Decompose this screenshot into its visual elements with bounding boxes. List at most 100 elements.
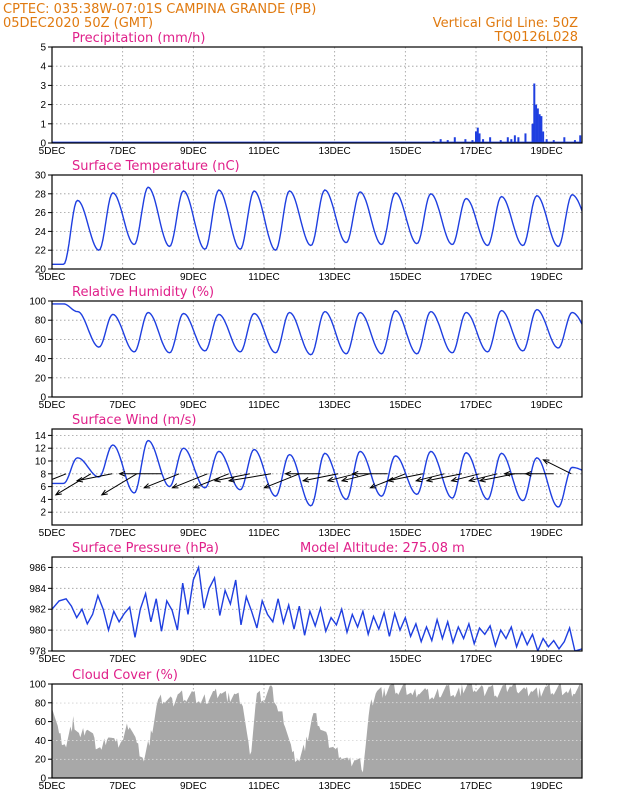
cloud-frame: [51, 683, 583, 779]
pressure-annotation: Model Altitude: 275.08 m: [300, 541, 465, 556]
wind-arrow: [75, 473, 113, 483]
pressure-frame: [51, 556, 583, 652]
header-grid-note: Vertical Grid Line: 50Z: [433, 16, 578, 31]
precip-bar: [482, 139, 485, 143]
cloud-data: [52, 684, 582, 778]
precip-bar: [579, 135, 582, 143]
cloud-ytick-label: 40: [35, 736, 47, 747]
wind-arrow: [542, 459, 572, 475]
pressure-title: Surface Pressure (hPa): [72, 541, 219, 556]
pressure-ytick-label: 980: [29, 626, 46, 637]
precipitation-xtick-label: 9DEC: [180, 146, 207, 157]
humidity-xtick-label: 9DEC: [180, 400, 207, 411]
pressure-ytick-label: 978: [29, 647, 46, 658]
cloud-xtick-label: 7DEC: [109, 781, 136, 792]
wind-arrow: [467, 473, 498, 483]
wind-xtick-label: 17DEC: [460, 528, 492, 539]
temperature-xtick-label: 15DEC: [389, 272, 421, 283]
wind-data: [52, 439, 582, 508]
wind-arrow: [100, 473, 138, 496]
precip-bar: [535, 104, 538, 143]
humidity-xtick-label: 7DEC: [109, 400, 136, 411]
cloud-xtick-label: 9DEC: [180, 781, 207, 792]
wind-arrow: [171, 473, 208, 489]
temperature-ytick-label: 26: [35, 208, 47, 219]
wind-arrow: [54, 473, 92, 496]
temperature-xtick-label: 19DEC: [531, 272, 563, 283]
wind-xtick-label: 7DEC: [109, 528, 136, 539]
temperature-xtick-label: 5DEC: [39, 272, 66, 283]
precip-bar: [540, 116, 543, 143]
precip-bar: [464, 139, 467, 143]
precip-bar: [446, 140, 449, 143]
pressure-xtick-label: 9DEC: [180, 654, 207, 665]
precipitation-ytick-label: 3: [40, 81, 46, 92]
pressure-ytick-label: 986: [29, 563, 46, 574]
cloud-xtick-label: 15DEC: [389, 781, 421, 792]
precip-bar: [476, 127, 479, 143]
precipitation-title: Precipitation (mm/h): [72, 31, 205, 46]
cloud-ytick-label: 100: [29, 680, 46, 691]
wind-arrow: [118, 471, 162, 477]
precipitation-xtick-label: 13DEC: [319, 146, 351, 157]
wind-arrow: [227, 473, 272, 483]
wind-arrow: [52, 473, 67, 480]
temperature-series-line: [52, 186, 582, 265]
temperature-title: Surface Temperature (nC): [72, 159, 240, 174]
pressure-panel: Surface Pressure (hPa) Model Altitude: 27…: [29, 541, 583, 665]
precip-bar: [536, 108, 539, 143]
humidity-data: [52, 303, 582, 356]
temperature-ytick-label: 28: [35, 189, 47, 200]
humidity-xtick-label: 19DEC: [531, 400, 563, 411]
pressure-ytick-label: 984: [29, 584, 46, 595]
wind-arrow: [450, 473, 480, 483]
wind-series-line: [52, 439, 582, 508]
precip-bar: [475, 131, 477, 143]
pressure-ytick-label: 982: [29, 605, 46, 616]
pressure-xtick-label: 19DEC: [531, 654, 563, 665]
wind-arrow: [284, 471, 321, 477]
precip-bar: [563, 137, 566, 143]
temperature-panel: Surface Temperature (nC) 20 22 24 26 28 30 5DEC…: [35, 159, 583, 283]
header-run-time: 05DEC2020 50Z (GMT): [3, 16, 153, 31]
humidity-xtick-label: 13DEC: [319, 400, 351, 411]
precipitation-xtick-label: 17DEC: [460, 146, 492, 157]
cloud-ytick-label: 80: [35, 698, 47, 709]
humidity-xtick-label: 15DEC: [389, 400, 421, 411]
precip-bar: [545, 139, 548, 143]
precip-bar: [531, 123, 534, 143]
precip-bar: [489, 137, 492, 143]
humidity-xtick-label: 11DEC: [248, 400, 280, 411]
cloud-panel: Cloud Cover (%) 0 20 40 60 80 100 5DEC 7DEC 9DEC 1…: [29, 668, 583, 792]
wind-xtick-label: 11DEC: [248, 528, 280, 539]
wind-xtick-label: 15DEC: [389, 528, 421, 539]
precipitation-xtick-label: 7DEC: [109, 146, 136, 157]
cloud-xtick-label: 17DEC: [460, 781, 492, 792]
wind-xtick-label: 9DEC: [180, 528, 207, 539]
temperature-xtick-label: 7DEC: [109, 272, 136, 283]
precipitation-ytick-label: 1: [40, 119, 46, 130]
temperature-ytick-label: 20: [35, 265, 47, 276]
precip-bar: [533, 83, 536, 143]
humidity-ytick-label: 40: [35, 354, 47, 365]
cloud-title: Cloud Cover (%): [72, 668, 178, 683]
temperature-ytick-label: 30: [35, 171, 47, 182]
wind-panel: Surface Wind (m/s) 2 4 6 810 12 14 5DEC 7DEC 9DEC…: [35, 413, 583, 539]
precipitation-xtick-label: 15DEC: [389, 146, 421, 157]
precip-bar: [453, 137, 456, 143]
precip-bar: [517, 137, 520, 143]
precipitation-panel: Precipitation (mm/h) 0 1 2 3 4 5 5DEC 7DEC 9DEC 11…: [39, 31, 583, 157]
precip-bar: [573, 140, 576, 143]
wind-arrow: [351, 471, 388, 477]
precip-bar: [524, 133, 527, 143]
cloud-ytick-label: 0: [40, 774, 46, 785]
wind-arrow: [143, 473, 180, 489]
precip-bar: [471, 140, 474, 143]
precip-bar: [542, 131, 545, 143]
wind-arrow: [301, 473, 339, 483]
precip-bar: [513, 135, 516, 143]
precipitation-xtick-label: 19DEC: [531, 146, 563, 157]
cloud-xtick-label: 5DEC: [39, 781, 66, 792]
wind-arrow: [213, 473, 250, 483]
wind-arrow: [386, 473, 424, 483]
